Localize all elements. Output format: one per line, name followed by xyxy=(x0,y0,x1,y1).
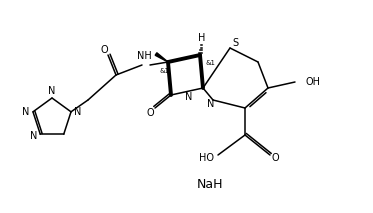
Text: &1: &1 xyxy=(205,60,215,66)
Text: H: H xyxy=(198,33,206,43)
Text: O: O xyxy=(146,108,154,118)
Text: O: O xyxy=(100,45,108,55)
Text: NH: NH xyxy=(137,51,151,61)
Text: N: N xyxy=(22,107,30,117)
Text: N: N xyxy=(207,99,215,109)
Text: N: N xyxy=(185,92,193,102)
Text: NaH: NaH xyxy=(197,178,223,191)
Text: HO: HO xyxy=(198,153,213,163)
Text: N: N xyxy=(29,131,37,141)
Text: O: O xyxy=(271,153,279,163)
Text: N: N xyxy=(48,86,56,96)
Text: N: N xyxy=(74,107,82,117)
Text: S: S xyxy=(232,38,238,48)
Polygon shape xyxy=(155,53,168,62)
Text: OH: OH xyxy=(305,77,320,87)
Text: &1: &1 xyxy=(159,68,169,74)
